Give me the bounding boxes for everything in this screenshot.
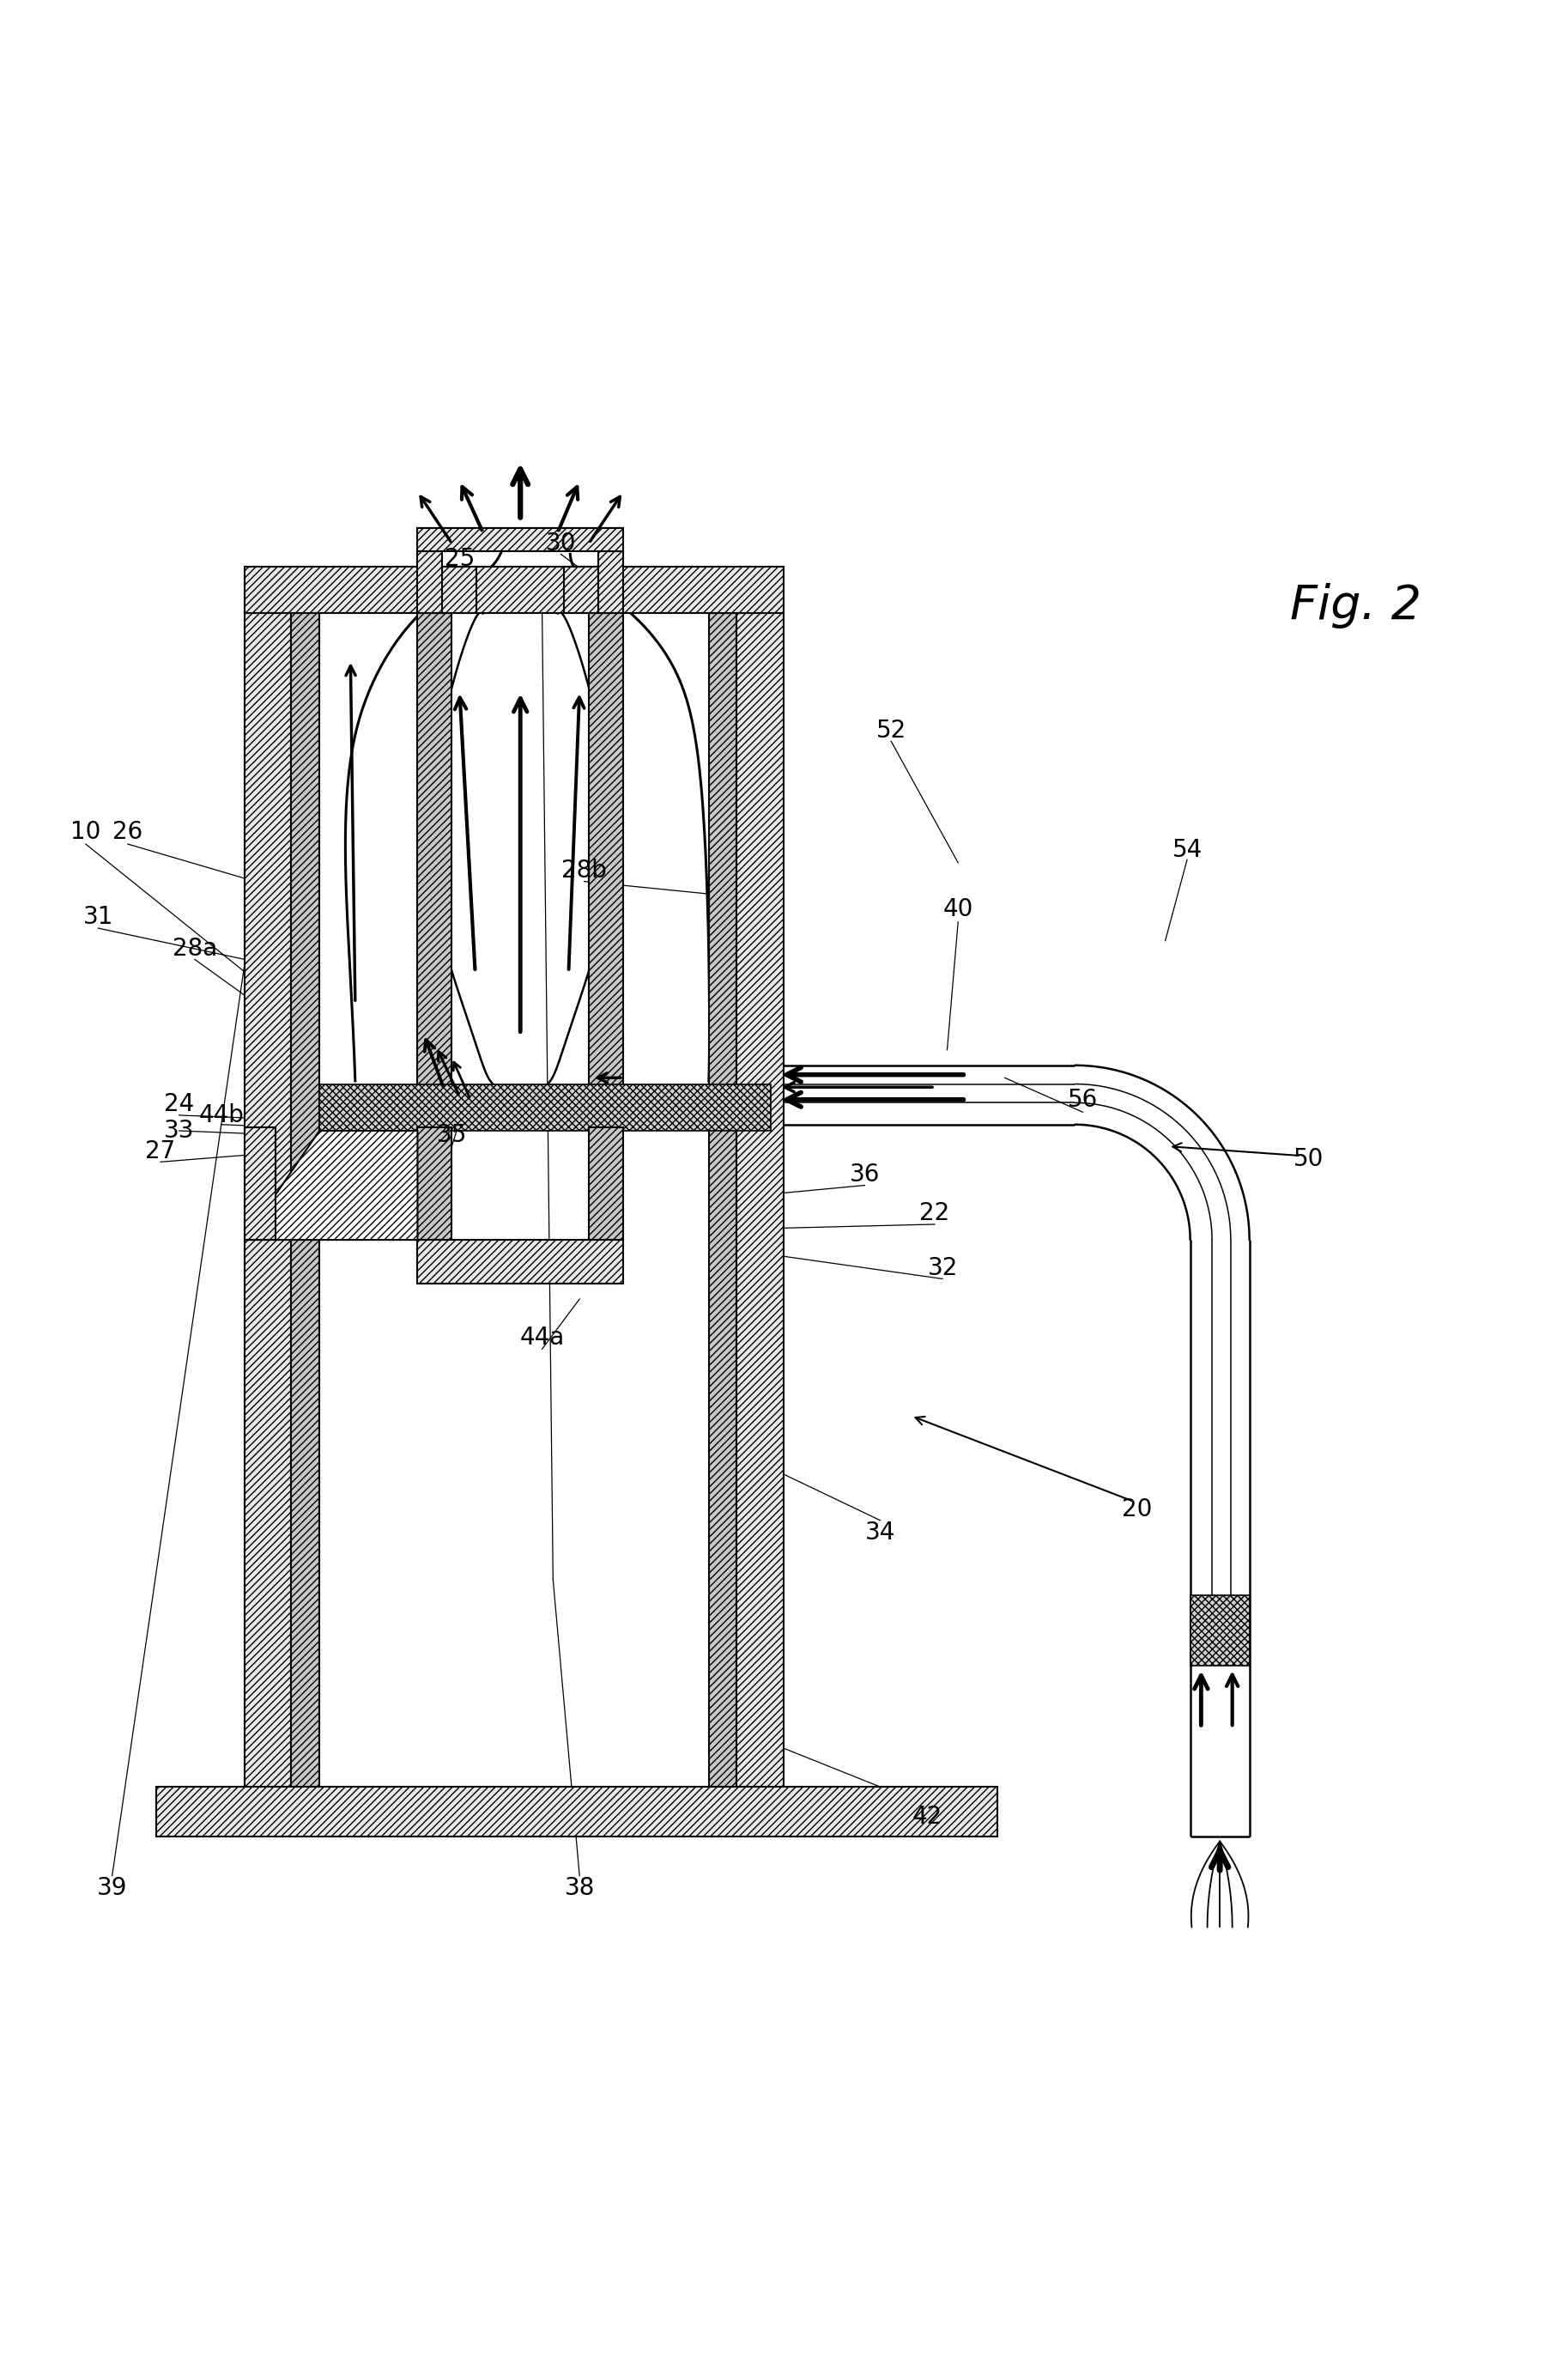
Text: 34: 34 [864,1521,895,1545]
Text: 22: 22 [919,1202,950,1226]
Text: 20: 20 [1121,1497,1152,1521]
Text: 28b: 28b [561,859,607,883]
Text: 38: 38 [564,1875,595,1899]
Bar [417,1128,452,1240]
Bar [291,614,319,1790]
Text: 36: 36 [849,1161,880,1188]
Bar [736,614,783,1790]
Bar [417,614,452,1088]
Text: 44a: 44a [520,1326,564,1349]
Text: 30: 30 [545,531,576,555]
Bar [244,1128,276,1240]
Text: 35: 35 [436,1123,467,1147]
Text: Fig. 2: Fig. 2 [1289,583,1420,628]
Bar [708,614,736,1790]
Text: 27: 27 [145,1140,176,1164]
Polygon shape [244,1130,417,1240]
Text: 28a: 28a [173,935,216,962]
Bar [439,566,476,614]
Text: 50: 50 [1292,1147,1323,1171]
Text: 24: 24 [163,1092,195,1116]
Bar [1190,1595,1249,1666]
Bar [417,552,442,614]
Text: 33: 33 [163,1119,195,1142]
Text: 26: 26 [112,819,143,843]
Text: 54: 54 [1171,838,1202,862]
Text: 39: 39 [97,1875,128,1899]
Bar [564,566,601,614]
Text: 32: 32 [926,1257,958,1280]
Bar [598,552,623,614]
Text: 10: 10 [70,819,101,843]
Bar [319,1083,771,1130]
Bar [589,1128,623,1240]
Bar [244,566,783,614]
Text: 25: 25 [444,547,475,571]
Text: 44b: 44b [198,1104,244,1128]
Text: 56: 56 [1067,1088,1098,1111]
Bar [244,614,291,1790]
Text: 40: 40 [942,897,973,921]
Text: 52: 52 [875,719,906,743]
Bar [589,614,623,1088]
Bar [417,1240,623,1283]
Bar [156,1787,996,1837]
Text: 42: 42 [911,1804,942,1828]
Bar [417,528,623,552]
Text: 31: 31 [83,904,114,928]
